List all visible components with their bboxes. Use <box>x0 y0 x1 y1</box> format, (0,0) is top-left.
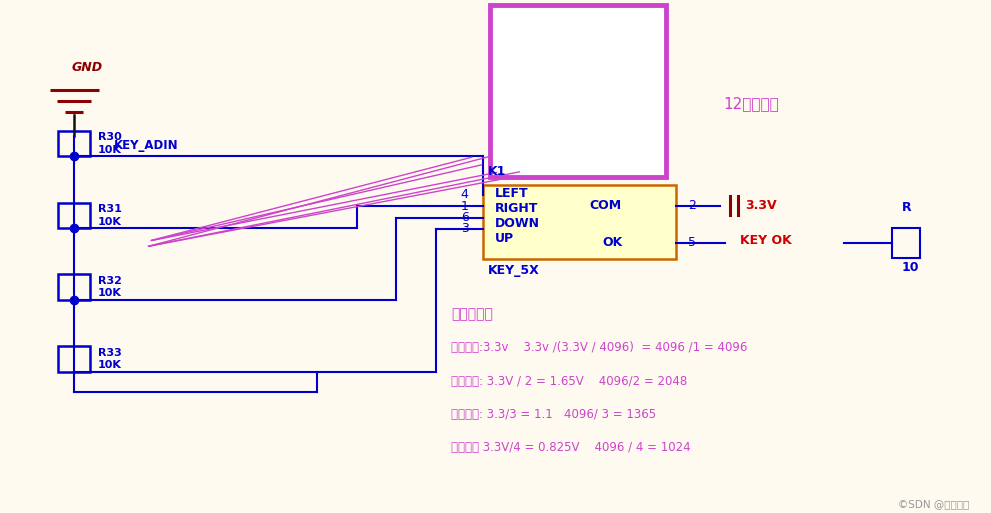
Text: 5: 5 <box>688 236 696 249</box>
Text: COM: COM <box>589 199 621 212</box>
Text: R32: R32 <box>98 276 122 286</box>
Text: KEY_5X: KEY_5X <box>488 265 539 278</box>
Text: 10K: 10K <box>98 288 122 299</box>
Text: 1: 1 <box>461 200 469 213</box>
Text: 10K: 10K <box>98 145 122 155</box>
Bar <box>58 131 90 156</box>
Text: 按下左键:3.3v    3.3v /(3.3V / 4096)  = 4096 /1 = 4096: 按下左键:3.3v 3.3v /(3.3V / 4096) = 4096 /1 … <box>451 342 747 354</box>
Bar <box>490 5 666 177</box>
Text: 10K: 10K <box>98 216 122 227</box>
Text: 按下右键: 3.3V / 2 = 1.65V    4096/2 = 2048: 按下右键: 3.3V / 2 = 1.65V 4096/2 = 2048 <box>451 375 687 388</box>
Text: UP: UP <box>495 232 513 245</box>
Text: K1: K1 <box>488 166 506 179</box>
Text: 10: 10 <box>902 261 920 274</box>
Text: R31: R31 <box>98 204 122 214</box>
Text: LEFT: LEFT <box>495 187 528 200</box>
Bar <box>58 203 90 228</box>
Text: R33: R33 <box>98 348 122 358</box>
Text: R: R <box>902 201 912 214</box>
Text: 电阵分压：: 电阵分压： <box>451 307 493 321</box>
Text: 12位分辨率: 12位分辨率 <box>723 96 779 111</box>
Text: R30: R30 <box>98 132 122 143</box>
Text: 3.3V: 3.3V <box>745 199 777 212</box>
Text: 10K: 10K <box>98 360 122 370</box>
Text: ©SDN @故人倡定: ©SDN @故人倡定 <box>898 499 969 509</box>
Text: 4: 4 <box>461 188 469 202</box>
Text: OK: OK <box>603 236 622 249</box>
Text: 6: 6 <box>461 211 469 224</box>
Bar <box>892 228 920 258</box>
Bar <box>58 274 90 300</box>
Text: GND: GND <box>71 62 102 74</box>
Text: 3: 3 <box>461 222 469 235</box>
Text: KEY_ADIN: KEY_ADIN <box>114 139 178 152</box>
FancyBboxPatch shape <box>483 185 676 259</box>
Text: RIGHT: RIGHT <box>495 202 538 215</box>
Text: 按下上键 3.3V/4 = 0.825V    4096 / 4 = 1024: 按下上键 3.3V/4 = 0.825V 4096 / 4 = 1024 <box>451 442 691 455</box>
Text: 2: 2 <box>688 199 696 212</box>
Text: KEY OK: KEY OK <box>740 234 792 247</box>
Bar <box>58 346 90 372</box>
Text: DOWN: DOWN <box>495 217 539 230</box>
Text: 按下下键: 3.3/3 = 1.1   4096/ 3 = 1365: 按下下键: 3.3/3 = 1.1 4096/ 3 = 1365 <box>451 408 656 421</box>
